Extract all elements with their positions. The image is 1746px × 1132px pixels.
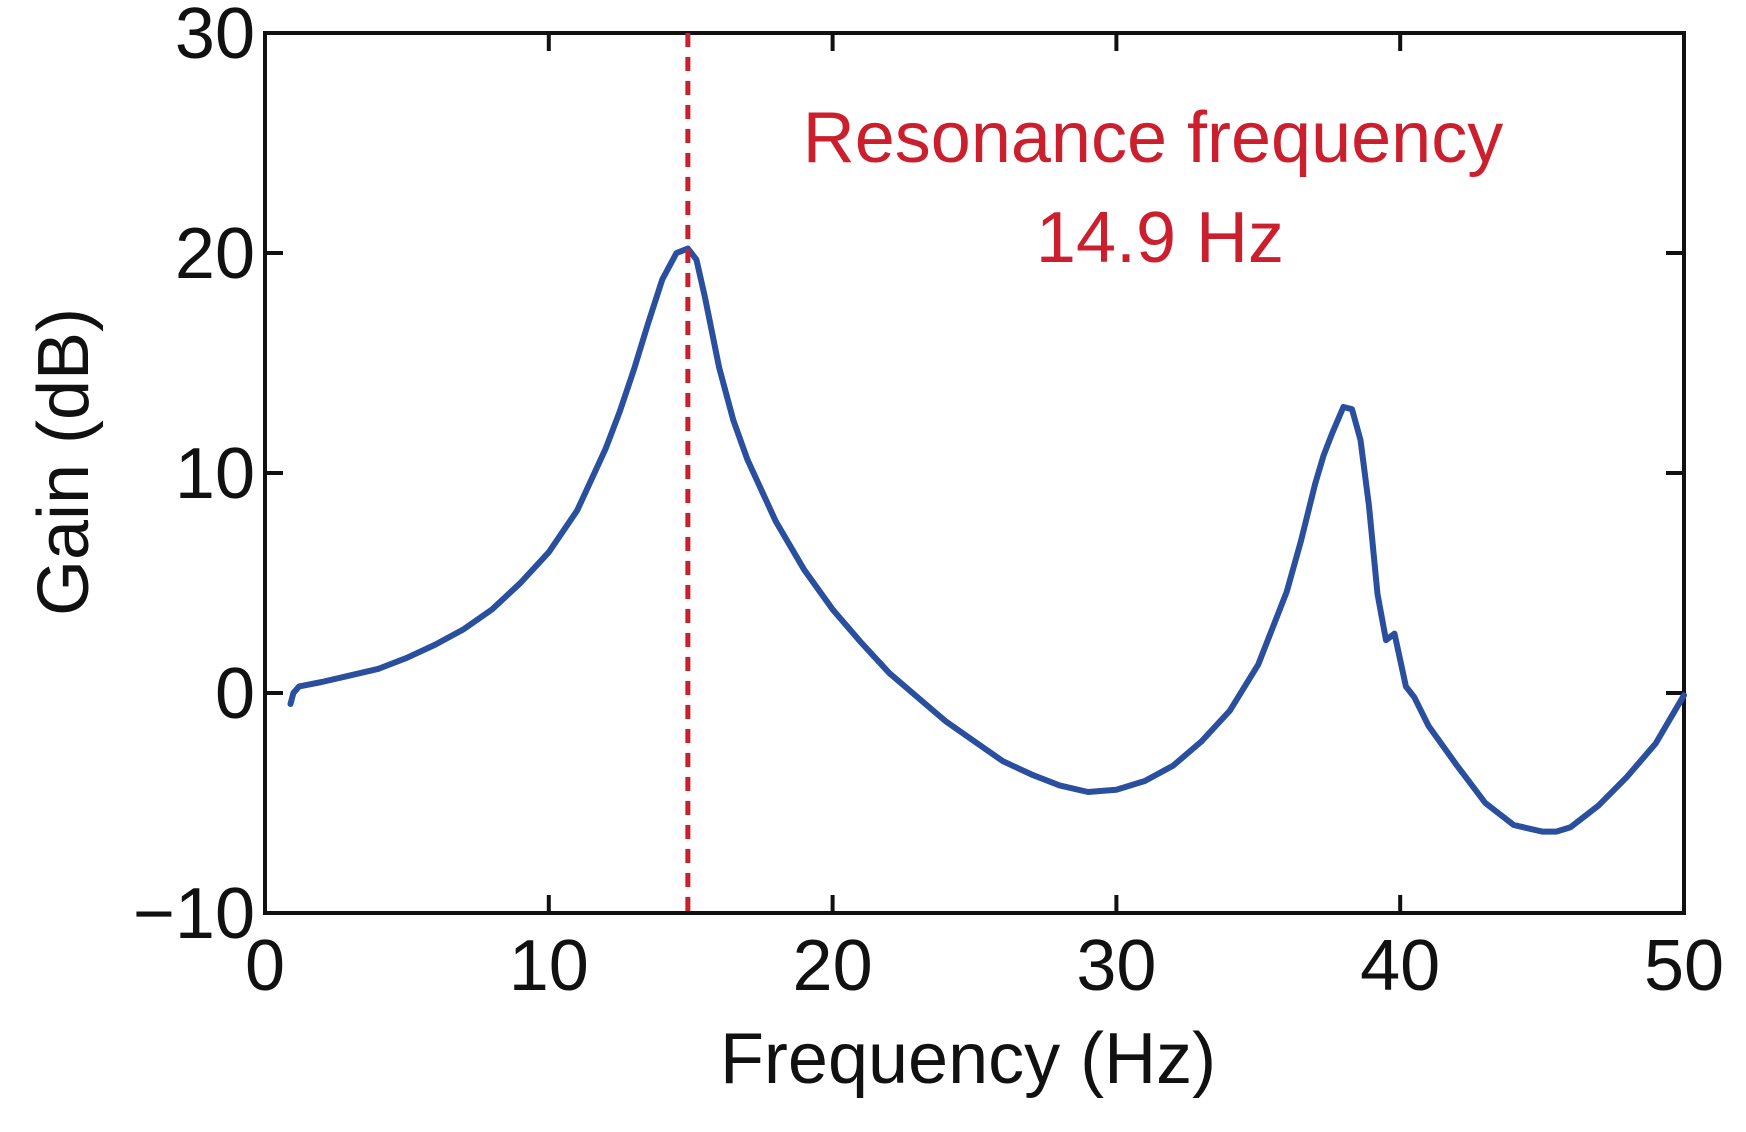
resonance-annotation-value: 14.9 Hz bbox=[1036, 198, 1284, 278]
x-axis-label: Frequency (Hz) bbox=[720, 1019, 1216, 1099]
series-layer bbox=[287, 245, 1687, 835]
y-axis-label: Gain (dB) bbox=[24, 308, 104, 616]
x-tick-label-10: 10 bbox=[509, 926, 589, 1006]
x-tick-label-0: 0 bbox=[245, 926, 285, 1006]
label-layer: Frequency (Hz) Gain (dB) Resonance frequ… bbox=[24, 98, 1503, 1099]
x-tick-label-40: 40 bbox=[1360, 926, 1440, 1006]
y-tick-label--10: −10 bbox=[133, 874, 255, 954]
resonance-annotation-label: Resonance frequency bbox=[803, 98, 1503, 178]
y-tick-label-20: 20 bbox=[175, 214, 255, 294]
x-tick-label-20: 20 bbox=[793, 926, 873, 1006]
series-line-0 bbox=[287, 245, 1687, 835]
x-tick-label-50: 50 bbox=[1644, 926, 1724, 1006]
y-tick-label-10: 10 bbox=[175, 434, 255, 514]
x-tick-label-30: 30 bbox=[1076, 926, 1156, 1006]
y-tick-label-0: 0 bbox=[215, 654, 255, 734]
y-tick-label-30: 30 bbox=[175, 0, 255, 74]
